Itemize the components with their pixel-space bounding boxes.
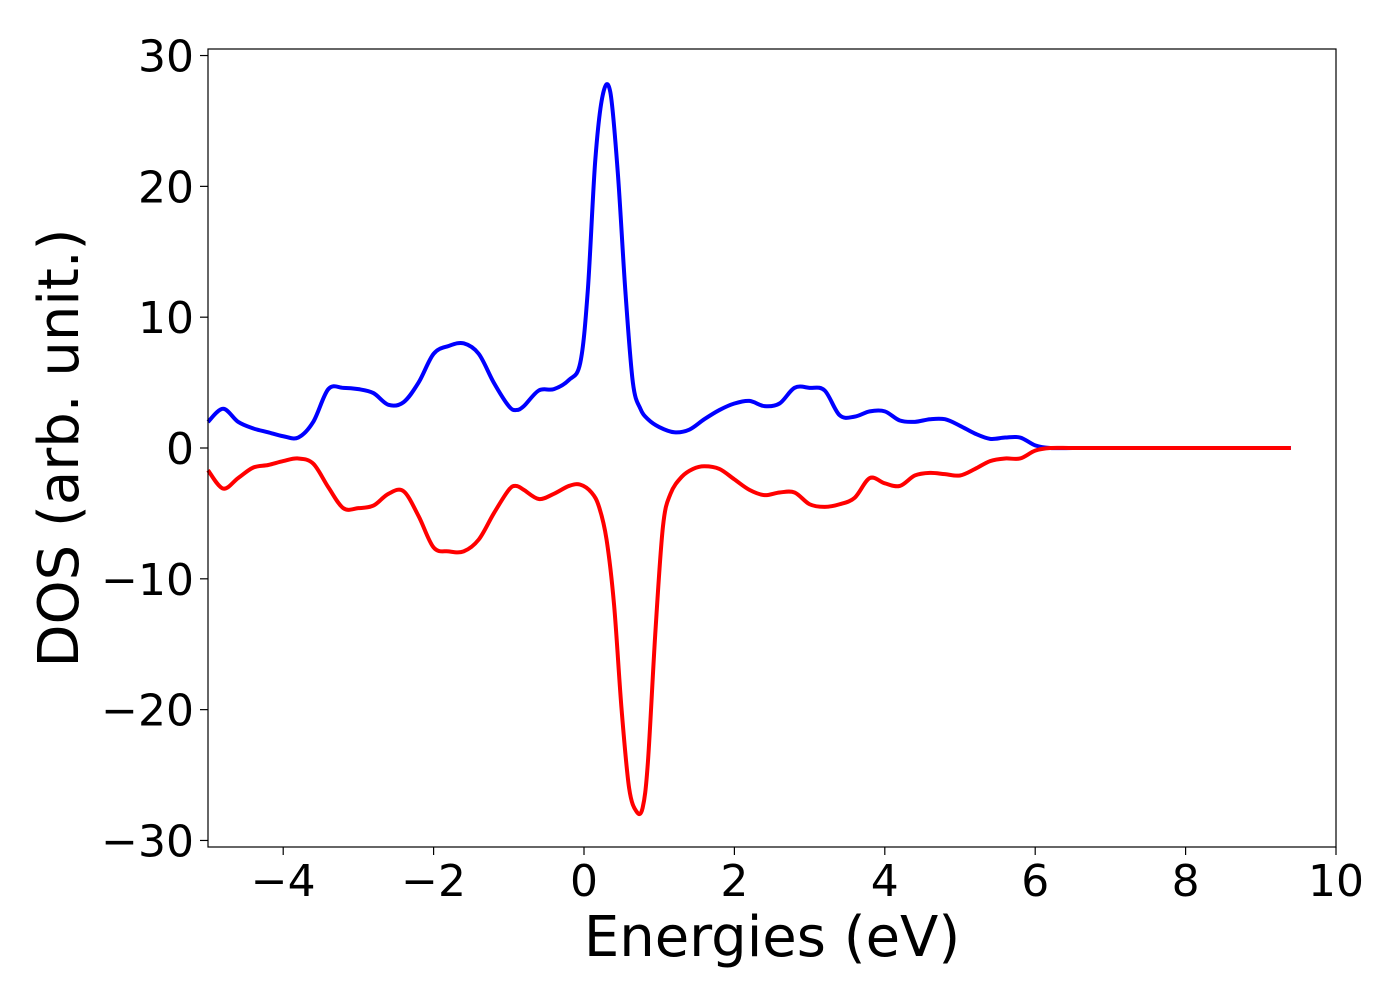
y-axis-label: DOS (arb. unit.)	[27, 228, 92, 667]
y-tick-label: 30	[138, 32, 194, 83]
y-axis-ticks: −30 −20 −10 0 10 20 30	[101, 32, 208, 867]
x-tick-label: −2	[401, 856, 466, 907]
y-tick-label: 10	[138, 293, 194, 344]
y-tick-label: 20	[138, 162, 194, 213]
x-tick-label: 4	[871, 856, 899, 907]
y-tick-label: −30	[101, 816, 194, 867]
series-line-2	[206, 445, 1291, 817]
y-tick-label: 0	[166, 424, 194, 475]
y-tick-label: −10	[101, 555, 194, 606]
x-axis-label: Energies (eV)	[584, 905, 960, 970]
series-layer	[206, 82, 1291, 817]
series-line-1	[206, 82, 1291, 451]
x-axis-ticks: −4 −2 0 2 4 6 8 10	[251, 847, 1364, 907]
x-tick-label: −4	[251, 856, 316, 907]
x-tick-label: 10	[1308, 856, 1364, 907]
y-tick-label: −20	[101, 686, 194, 737]
x-tick-label: 6	[1021, 856, 1049, 907]
x-tick-label: 8	[1172, 856, 1200, 907]
x-tick-label: 2	[720, 856, 748, 907]
x-tick-label: 0	[570, 856, 598, 907]
